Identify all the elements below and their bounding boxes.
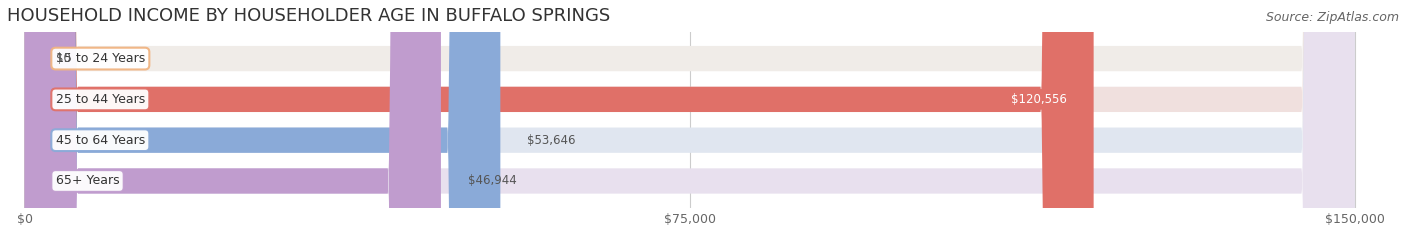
Text: $120,556: $120,556 xyxy=(1011,93,1067,106)
Text: $53,646: $53,646 xyxy=(527,134,575,147)
FancyBboxPatch shape xyxy=(25,0,501,233)
Text: 65+ Years: 65+ Years xyxy=(56,175,120,188)
Text: 45 to 64 Years: 45 to 64 Years xyxy=(56,134,145,147)
FancyBboxPatch shape xyxy=(25,0,1355,233)
FancyBboxPatch shape xyxy=(25,0,1355,233)
Text: $46,944: $46,944 xyxy=(468,175,516,188)
FancyBboxPatch shape xyxy=(25,0,1094,233)
Text: HOUSEHOLD INCOME BY HOUSEHOLDER AGE IN BUFFALO SPRINGS: HOUSEHOLD INCOME BY HOUSEHOLDER AGE IN B… xyxy=(7,7,610,25)
Text: 15 to 24 Years: 15 to 24 Years xyxy=(56,52,145,65)
FancyBboxPatch shape xyxy=(25,0,1355,233)
FancyBboxPatch shape xyxy=(25,0,1355,233)
FancyBboxPatch shape xyxy=(25,0,441,233)
Text: 25 to 44 Years: 25 to 44 Years xyxy=(56,93,145,106)
Text: Source: ZipAtlas.com: Source: ZipAtlas.com xyxy=(1265,11,1399,24)
Text: $0: $0 xyxy=(56,52,70,65)
